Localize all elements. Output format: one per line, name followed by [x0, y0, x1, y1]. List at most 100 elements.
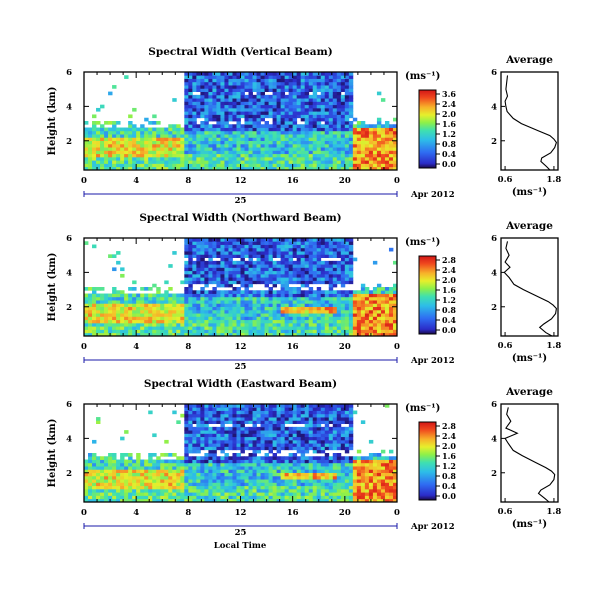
- heatmap-cell: [252, 270, 257, 275]
- heatmap-cell: [184, 466, 189, 470]
- heatmap-cell: [244, 313, 249, 317]
- heatmap-cell: [240, 267, 245, 272]
- heatmap-cell: [212, 439, 217, 444]
- heatmap-cell: [212, 430, 217, 434]
- heatmap-cell: [348, 114, 354, 119]
- heatmap-cell: [324, 114, 330, 119]
- heatmap-cell: [272, 466, 278, 470]
- heatmap-cell: [256, 482, 261, 487]
- heatmap-cell: [188, 469, 193, 473]
- heatmap-cell: [308, 163, 314, 168]
- heatmap-cell: [344, 247, 350, 252]
- heatmap-cell: [260, 326, 265, 330]
- heatmap-cell: [272, 482, 278, 487]
- heatmap-cell: [148, 166, 153, 170]
- colorbar-tick-label: 2.4: [442, 265, 456, 275]
- heatmap-cell: [380, 319, 386, 324]
- heatmap-cell: [272, 160, 278, 164]
- heatmap-cell: [316, 75, 322, 79]
- heatmap-cell: [100, 498, 105, 502]
- heatmap-cell: [200, 156, 205, 161]
- heatmap-cell: [196, 273, 201, 278]
- heatmap-cell: [284, 300, 290, 304]
- heatmap-cell: [96, 466, 101, 470]
- average-x-tick-label: 0.6: [498, 341, 513, 351]
- heatmap-cell: [252, 104, 257, 109]
- heatmap-cell: [168, 137, 173, 141]
- heatmap-cell: [348, 319, 354, 324]
- heatmap-cell: [228, 247, 233, 252]
- heatmap-cell: [284, 121, 290, 125]
- heatmap-cell: [208, 290, 213, 294]
- heatmap-cell: [156, 147, 161, 151]
- heatmap-cell: [148, 306, 153, 311]
- heatmap-cell: [84, 166, 89, 170]
- heatmap-cell: [236, 247, 241, 252]
- heatmap-cell: [180, 469, 185, 473]
- heatmap-cell: [344, 241, 350, 245]
- heatmap-cell: [224, 296, 229, 301]
- heatmap-cell: [248, 94, 253, 99]
- heatmap-cell: [104, 459, 109, 464]
- heatmap-cell: [100, 459, 105, 464]
- heatmap-cell: [256, 462, 261, 467]
- heatmap-cell: [304, 404, 310, 408]
- heatmap-cell: [296, 270, 302, 275]
- heatmap-cell: [264, 479, 269, 483]
- heatmap-cell: [284, 326, 290, 330]
- heatmap-cell: [196, 475, 201, 480]
- heatmap-cell: [212, 413, 217, 418]
- heatmap-cell: [312, 439, 318, 444]
- heatmap-cell: [296, 469, 302, 473]
- heatmap-cell: [324, 277, 330, 281]
- heatmap-cell: [292, 264, 298, 268]
- heatmap-cell: [308, 488, 314, 493]
- heatmap-cell: [84, 332, 89, 336]
- heatmap-cell: [204, 117, 209, 122]
- heatmap-cell: [324, 88, 330, 92]
- heatmap-cell: [308, 475, 314, 480]
- heatmap-cell: [356, 329, 362, 334]
- heatmap-cell: [308, 498, 314, 502]
- heatmap-cell: [88, 485, 93, 490]
- heatmap-cell: [292, 150, 298, 155]
- heatmap-cell: [240, 469, 245, 473]
- heatmap-cell: [200, 127, 205, 132]
- heatmap-cell: [312, 293, 318, 298]
- heatmap-cell: [156, 306, 161, 311]
- heatmap-cell: [264, 134, 269, 138]
- heatmap-cell: [132, 143, 137, 148]
- heatmap-cell: [268, 290, 273, 294]
- heatmap-cell: [348, 75, 354, 79]
- heatmap-cell: [216, 407, 221, 411]
- heatmap-cell: [200, 329, 205, 334]
- heatmap-cell: [236, 124, 241, 128]
- heatmap-cell: [272, 433, 278, 438]
- heatmap-cell: [188, 306, 193, 311]
- heatmap-cell: [272, 296, 278, 301]
- heatmap-cell: [220, 413, 225, 418]
- heatmap-cell: [228, 417, 233, 421]
- heatmap-cell: [196, 140, 201, 145]
- heatmap-cell: [292, 156, 298, 161]
- heatmap-cell: [236, 319, 241, 324]
- heatmap-cell: [308, 143, 314, 148]
- heatmap-cell: [208, 166, 213, 170]
- heatmap-cell: [236, 332, 241, 336]
- heatmap-cell: [216, 443, 221, 447]
- average-x-axis-title: (ms⁻¹): [512, 353, 547, 364]
- heatmap-cell: [232, 303, 237, 307]
- heatmap-cell: [268, 319, 273, 324]
- heatmap-cell: [204, 479, 209, 483]
- heatmap-cell: [104, 475, 109, 480]
- heatmap-cell: [144, 332, 149, 336]
- heatmap-cell: [296, 91, 302, 96]
- heatmap-cell: [200, 98, 205, 102]
- heatmap-cell: [248, 498, 253, 502]
- heatmap-cell: [360, 316, 366, 321]
- heatmap-cell: [220, 306, 225, 311]
- heatmap-cell: [164, 166, 169, 170]
- heatmap-cell: [236, 91, 241, 96]
- heatmap-cell: [356, 143, 362, 148]
- heatmap-cell: [260, 417, 265, 421]
